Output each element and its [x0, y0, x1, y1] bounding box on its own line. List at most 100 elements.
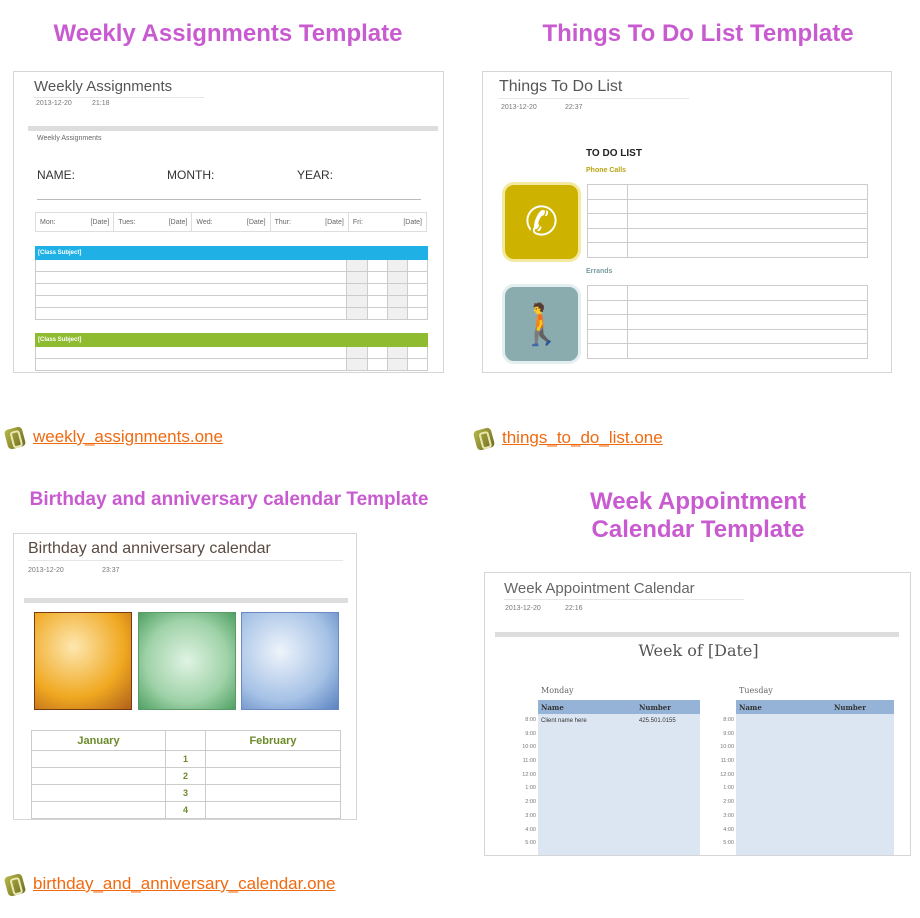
assignment-cell[interactable] [346, 346, 368, 359]
subject-table-2: [Class Subject] [34, 333, 429, 371]
assignment-cell[interactable] [366, 271, 388, 284]
assignment-cell[interactable] [34, 283, 348, 296]
todo-check-cell[interactable] [587, 299, 628, 315]
todo-text-cell[interactable] [627, 343, 868, 359]
assignment-cell[interactable] [406, 346, 429, 359]
assignment-cell[interactable] [34, 307, 348, 320]
name-header: Name [739, 703, 762, 712]
month-header-row: January February [31, 730, 341, 751]
date-cell[interactable] [31, 784, 166, 802]
todo-row [587, 299, 868, 315]
assignment-cell[interactable] [386, 259, 408, 272]
day-cell: Mon: [Date] [36, 213, 113, 231]
date-cell[interactable] [205, 801, 341, 819]
autumn-image [34, 612, 132, 710]
assignment-cell[interactable] [406, 307, 429, 320]
subject-label[interactable]: [Class Subject] [34, 246, 348, 260]
time-slot-label: 9:00 [525, 730, 536, 737]
assignment-cell[interactable] [34, 295, 348, 308]
todo-check-cell[interactable] [587, 198, 628, 214]
todo-check-cell[interactable] [587, 328, 628, 344]
time-slot-label: 2:00 [525, 799, 536, 806]
todo-text-cell[interactable] [627, 227, 868, 243]
assignment-cell[interactable] [386, 346, 408, 359]
client-number[interactable]: 425.501.0155 [639, 718, 676, 724]
todo-check-cell[interactable] [587, 213, 628, 229]
todo-check-cell[interactable] [587, 227, 628, 243]
assignment-cell[interactable] [406, 259, 429, 272]
assignment-cell[interactable] [346, 358, 368, 371]
assignment-cell[interactable] [366, 259, 388, 272]
todo-text-cell[interactable] [627, 213, 868, 229]
todo-check-cell[interactable] [587, 285, 628, 301]
assignment-cell[interactable] [346, 259, 368, 272]
assignment-cell[interactable] [366, 307, 388, 320]
assignment-cell[interactable] [386, 295, 408, 308]
inner-title: Weekly Assignments [37, 135, 102, 142]
assignment-cell[interactable] [386, 283, 408, 296]
todo-check-cell[interactable] [587, 242, 628, 258]
todo-check-cell[interactable] [587, 343, 628, 359]
weekly-assignments-heading: Weekly Assignments Template [53, 20, 403, 47]
assignment-cell[interactable] [34, 358, 348, 371]
todo-text-cell[interactable] [627, 242, 868, 258]
things-to-do-preview[interactable]: Things To Do List 2013-12-20 22:37 TO DO… [482, 71, 892, 373]
february-header: February [205, 730, 341, 751]
client-name[interactable]: Client name here [541, 718, 587, 724]
todo-list-title: TO DO LIST [586, 148, 642, 159]
things-to-do-link[interactable]: things_to_do_list.one [502, 428, 663, 447]
subject-label[interactable]: [Class Subject] [34, 333, 348, 347]
todo-row [587, 213, 868, 229]
todo-text-cell[interactable] [627, 328, 868, 344]
birthday-table: January February 1 2 3 4 [31, 730, 341, 819]
assignment-cell[interactable] [346, 295, 368, 308]
day-cell: Wed: [Date] [191, 213, 269, 231]
time-slot-label: 10:00 [720, 744, 734, 751]
todo-text-cell[interactable] [627, 285, 868, 301]
monday-label: Monday [541, 686, 574, 695]
weekly-assignments-link[interactable]: weekly_assignments.one [33, 427, 223, 446]
assignment-cell[interactable] [386, 307, 408, 320]
todo-text-cell[interactable] [627, 198, 868, 214]
todo-check-cell[interactable] [587, 184, 628, 200]
week-appointment-heading: Week Appointment Calendar Template [484, 488, 912, 544]
todo-check-cell[interactable] [587, 314, 628, 330]
date-row: 4 [31, 801, 341, 819]
assignment-cell[interactable] [366, 283, 388, 296]
assignment-cell[interactable] [406, 271, 429, 284]
todo-text-cell[interactable] [627, 299, 868, 315]
todo-text-cell[interactable] [627, 184, 868, 200]
weekly-assignments-preview[interactable]: Weekly Assignments 2013-12-20 21:18 Week… [13, 71, 444, 373]
date-cell[interactable] [31, 801, 166, 819]
date-row: 2 [31, 767, 341, 785]
date-cell[interactable] [31, 750, 166, 768]
divider [37, 199, 421, 200]
todo-text-cell[interactable] [627, 314, 868, 330]
assignment-cell[interactable] [34, 271, 348, 284]
date-cell[interactable] [205, 767, 341, 785]
assignment-cell[interactable] [346, 283, 368, 296]
assignment-cell[interactable] [406, 295, 429, 308]
assignment-cell[interactable] [346, 271, 368, 284]
subject-header-row: [Class Subject] [34, 333, 429, 347]
errands-table [587, 285, 868, 359]
date-cell[interactable] [205, 784, 341, 802]
assignment-cell[interactable] [406, 283, 429, 296]
assignment-cell[interactable] [366, 358, 388, 371]
assignment-cell[interactable] [366, 346, 388, 359]
assignment-cell[interactable] [346, 307, 368, 320]
assignment-cell[interactable] [34, 346, 348, 359]
time-slot-label: 11:00 [522, 758, 536, 765]
assignment-cell[interactable] [34, 259, 348, 272]
date-cell[interactable] [31, 767, 166, 785]
assignment-cell[interactable] [406, 358, 429, 371]
heading-line-2: Calendar Template [591, 516, 805, 543]
assignment-cell[interactable] [386, 271, 408, 284]
assignment-cell[interactable] [386, 358, 408, 371]
date-cell[interactable] [205, 750, 341, 768]
todo-row [587, 314, 868, 330]
birthday-preview[interactable]: Birthday and anniversary calendar 2013-1… [13, 533, 357, 820]
assignment-cell[interactable] [366, 295, 388, 308]
week-appointment-preview[interactable]: Week Appointment Calendar 2013-12-20 22:… [484, 572, 911, 856]
birthday-calendar-link[interactable]: birthday_and_anniversary_calendar.one [33, 874, 336, 893]
